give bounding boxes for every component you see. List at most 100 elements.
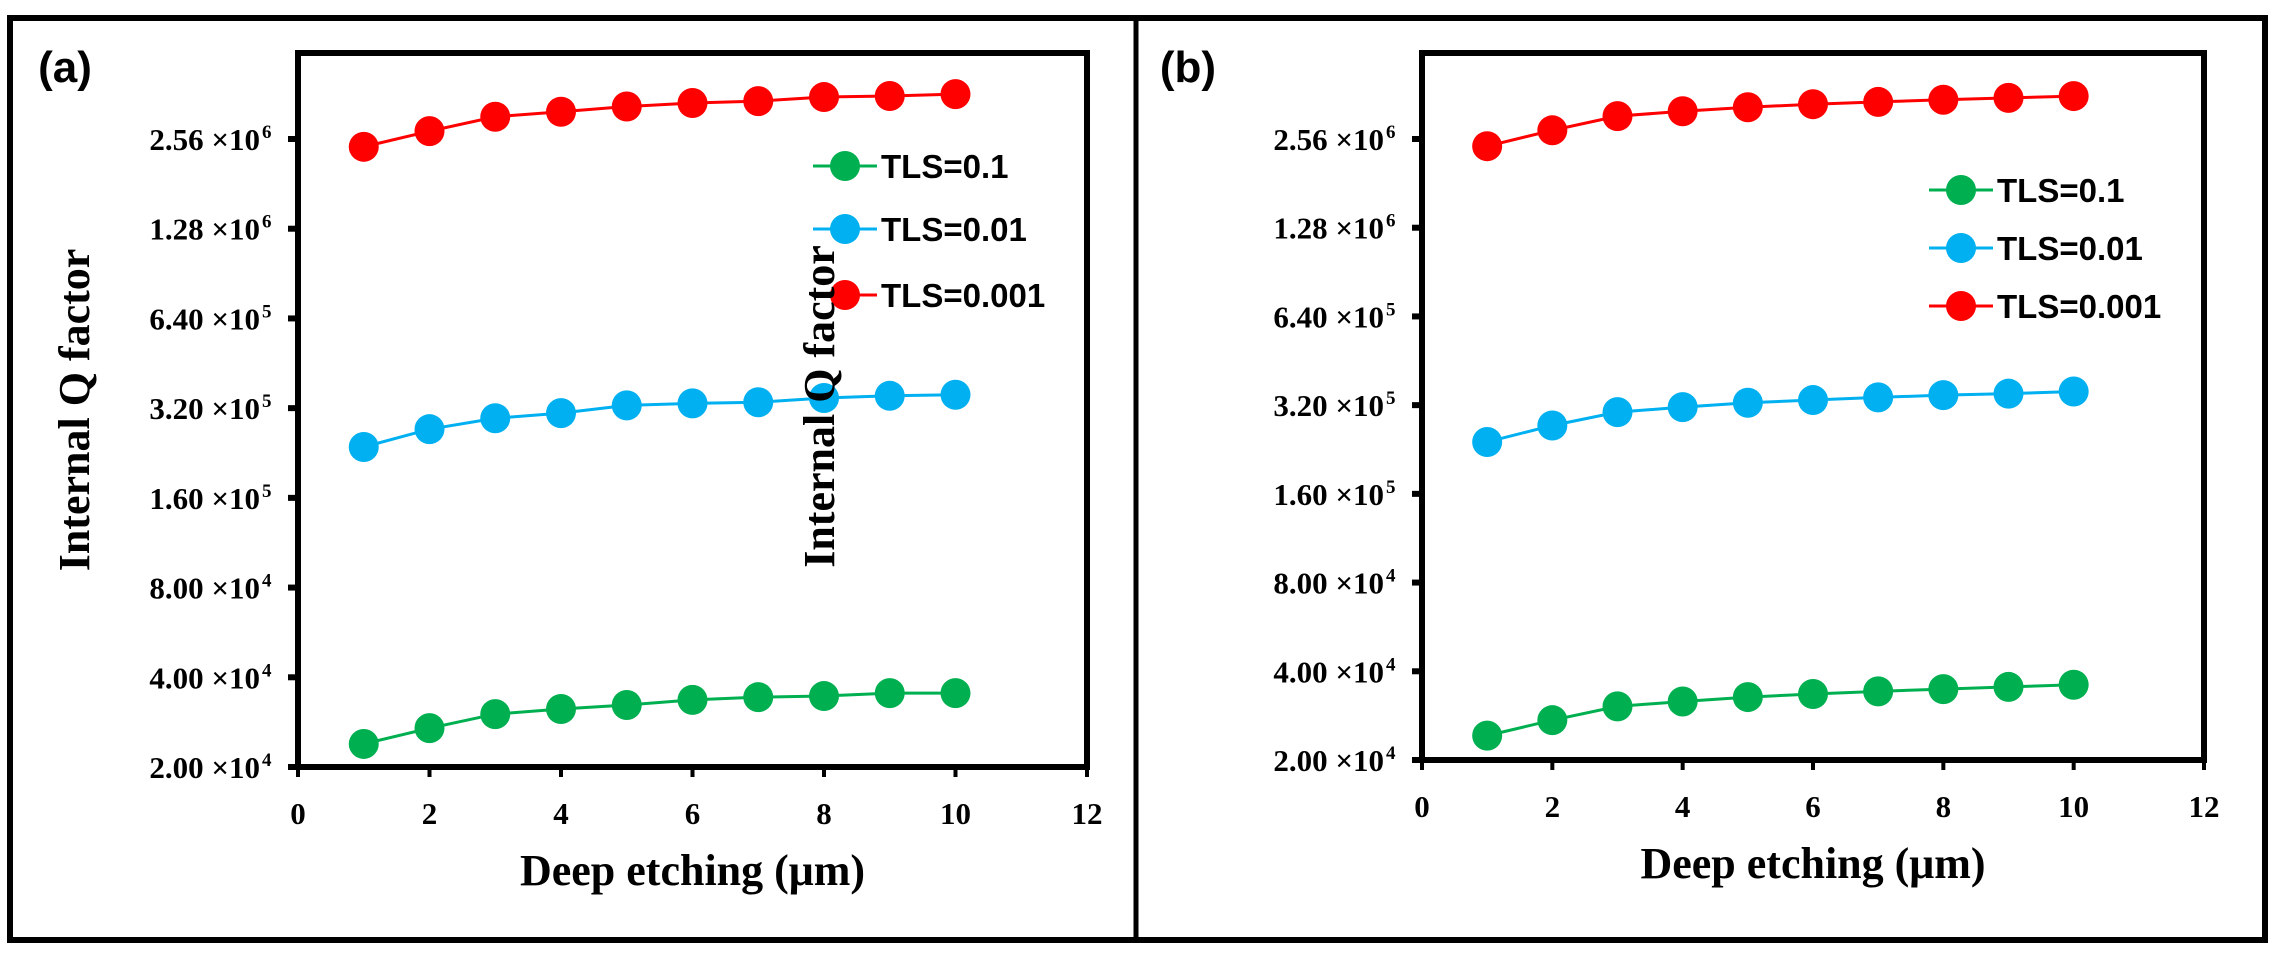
data-point [809, 681, 839, 712]
y-tick-exponent: 4 [1386, 566, 1396, 587]
x-tick-label: 12 [1072, 796, 1103, 831]
legend-label: TLS=0.01 [1997, 230, 2143, 267]
data-point [940, 678, 971, 709]
data-point [1537, 115, 1568, 146]
legend-marker [1946, 291, 1976, 321]
legend-label: TLS=0.001 [881, 277, 1045, 314]
data-point [940, 379, 971, 410]
data-point [1602, 101, 1633, 132]
data-point [1667, 392, 1698, 423]
data-point [348, 432, 379, 463]
legend-marker [830, 151, 860, 181]
y-tick-label: 6.40 ×10 [149, 301, 260, 336]
legend-label: TLS=0.1 [1997, 172, 2124, 209]
data-point [1602, 397, 1633, 428]
x-axis-title: Deep etching (μm) [520, 846, 865, 895]
x-tick-label: 10 [940, 796, 971, 831]
panel-b: (b)2.00 ×10 44.00 ×10 48.00 ×10 41.60 ×10 53… [795, 43, 2220, 888]
y-tick-exponent: 5 [1386, 299, 1396, 320]
data-point [546, 96, 576, 127]
legend-label: TLS=0.001 [1997, 288, 2161, 325]
data-point [1863, 676, 1894, 707]
data-point [874, 380, 905, 411]
series-line [1486, 94, 2074, 148]
data-point [874, 678, 905, 709]
data-point [1798, 385, 1828, 416]
y-axis-title: Internal Q factor [50, 249, 99, 572]
data-point [2058, 376, 2089, 407]
data-point [1732, 92, 1763, 123]
data-point [1472, 426, 1503, 457]
y-tick-exponent: 6 [1386, 122, 1396, 143]
series-tls-0-01 [1472, 376, 2089, 457]
y-tick-label: 1.28 ×10 [1273, 211, 1384, 246]
y-tick-exponent: 5 [262, 481, 272, 502]
data-point [1928, 380, 1959, 411]
y-tick-label: 4.00 ×10 [149, 660, 260, 695]
y-tick-exponent: 6 [262, 122, 272, 143]
data-point [1798, 89, 1828, 120]
panel-label: (a) [38, 43, 92, 92]
y-tick-label: 3.20 ×10 [149, 391, 260, 426]
series-tls-0-01 [348, 379, 971, 463]
data-point [611, 689, 642, 720]
series-tls-0-1 [348, 678, 971, 759]
data-point [480, 403, 511, 434]
y-tick-label: 1.60 ×10 [1273, 477, 1384, 512]
data-point [480, 101, 511, 132]
legend-marker [1946, 233, 1976, 263]
data-point [414, 116, 445, 147]
y-tick-exponent: 5 [1386, 388, 1396, 409]
y-tick-exponent: 4 [262, 750, 272, 771]
y-tick-label: 6.40 ×10 [1273, 299, 1384, 334]
data-point [611, 390, 642, 421]
x-tick-label: 8 [1936, 789, 1952, 824]
series-line [1486, 683, 2074, 738]
data-point [546, 694, 576, 725]
data-point [1863, 86, 1894, 117]
data-point [1537, 410, 1568, 441]
y-tick-exponent: 6 [262, 212, 272, 233]
series-line [363, 691, 956, 746]
x-tick-label: 0 [1414, 789, 1430, 824]
y-tick-label: 2.56 ×10 [149, 122, 260, 157]
data-point [348, 728, 379, 759]
data-point [2058, 669, 2089, 700]
data-point [809, 383, 839, 414]
legend-item: TLS=0.01 [813, 211, 1027, 248]
legend-item: TLS=0.1 [1929, 172, 2124, 209]
data-point [1993, 378, 2024, 409]
panel-label: (b) [1160, 43, 1216, 92]
y-tick-exponent: 4 [1386, 654, 1396, 675]
legend-item: TLS=0.001 [813, 277, 1045, 314]
y-tick-label: 4.00 ×10 [1273, 654, 1384, 689]
y-tick-exponent: 4 [262, 660, 272, 681]
x-tick-label: 2 [1545, 789, 1561, 824]
data-point [1928, 84, 1959, 115]
legend-marker [1946, 175, 1976, 205]
data-point [1472, 720, 1503, 751]
y-tick-exponent: 4 [1386, 743, 1396, 764]
data-point [1667, 96, 1698, 127]
data-point [2058, 81, 2089, 112]
series-line [363, 393, 956, 449]
y-tick-exponent: 4 [262, 571, 272, 592]
data-point [809, 82, 839, 113]
data-point [1732, 387, 1763, 418]
data-point [414, 713, 445, 744]
x-axis-title: Deep etching (μm) [1640, 839, 1985, 888]
y-tick-exponent: 5 [1386, 477, 1396, 498]
x-tick-label: 2 [422, 796, 438, 831]
x-tick-label: 0 [290, 796, 306, 831]
legend-marker [830, 214, 860, 244]
data-point [743, 387, 774, 418]
legend-marker [830, 280, 860, 310]
data-point [1472, 131, 1503, 162]
y-tick-exponent: 6 [1386, 211, 1396, 232]
y-tick-label: 2.00 ×10 [1273, 743, 1384, 778]
series-tls-0-001 [1472, 81, 2089, 162]
y-tick-exponent: 5 [262, 391, 272, 412]
data-point [1667, 686, 1698, 717]
y-tick-label: 8.00 ×10 [149, 571, 260, 606]
